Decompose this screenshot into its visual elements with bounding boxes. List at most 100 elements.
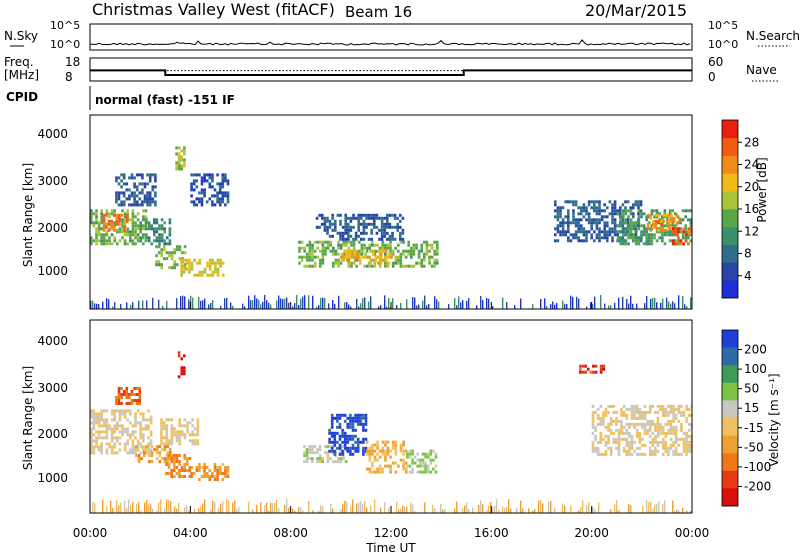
velCells-cell-r0	[90, 430, 93, 434]
velCells-cell-r7	[337, 460, 340, 464]
powerCells-cell-r8	[355, 249, 358, 253]
powerCells-cell-r7	[226, 179, 230, 183]
powerCells-cell-r11	[595, 224, 599, 228]
velCells-ground-scatter	[152, 508, 154, 513]
powerCells-cell-r13	[657, 219, 660, 223]
velCells-ground-scatter	[466, 502, 468, 513]
velCells-cell-r11	[661, 425, 665, 429]
powerCells-cell-r0	[134, 242, 137, 246]
powerCells-cell-r8	[373, 264, 377, 268]
powerCells-cell-r10	[385, 258, 388, 262]
powerCells-cell-r13	[667, 216, 671, 220]
velCells-ground-scatter	[614, 504, 616, 513]
velCells-cell-r10	[432, 467, 435, 471]
velCells-cell-r8	[341, 428, 344, 432]
velCells-cell-r7	[334, 460, 337, 464]
velCells-cell-r11	[622, 404, 626, 408]
velCells-cell-r0	[139, 430, 142, 434]
powerCells-cell-r9	[318, 225, 321, 229]
velCells-cell-r0	[90, 421, 93, 425]
velCells-cell-r0	[123, 409, 127, 413]
velCells-cell-r0	[90, 412, 93, 416]
velCells-cell-r1	[117, 396, 121, 399]
powerCells-cell-r14	[671, 242, 675, 246]
powerCells-cell-r2	[135, 188, 139, 192]
powerCells-cell-r2	[117, 197, 121, 201]
velCells-cell-r11	[667, 446, 670, 450]
powerCells-cell-r10	[366, 255, 370, 259]
powerCells-cell-r11	[621, 218, 625, 222]
velCells-cell-r8	[333, 437, 337, 441]
powerCells-cell-r13	[654, 213, 658, 217]
powerCells-cell-r12	[671, 233, 674, 237]
velCells-cell-r11	[591, 449, 595, 453]
velCells-cell-r1	[122, 393, 126, 396]
velCells-cell-r9	[386, 452, 390, 456]
velCells-cell-r9	[384, 440, 387, 444]
velCells-cell-r6	[162, 424, 166, 428]
velCells-cell-r11	[604, 443, 608, 447]
powerCells-cell-r10	[353, 249, 357, 253]
velCells-cell-r6	[186, 430, 189, 434]
powerCells-cell-r12	[642, 242, 646, 246]
powerCells-cell-r2	[146, 173, 149, 177]
velCells-cell-r0	[136, 448, 140, 452]
velCells-cell-r11	[685, 452, 688, 456]
powerCells-ground-scatter	[486, 297, 488, 309]
velCells-ground-scatter	[344, 500, 346, 513]
powerCells-cell-r11	[603, 224, 606, 228]
velCells-cell-r5	[216, 472, 219, 475]
powerCells-cell-r9	[370, 222, 373, 226]
velCells-cell-r11	[612, 404, 616, 408]
velCells-ground-scatter	[630, 505, 632, 513]
powerCells-cell-r11	[613, 233, 617, 237]
velCells-cell-r10	[426, 467, 430, 471]
powerCells-cell-r3	[155, 236, 159, 240]
velCells-cell-r9	[404, 467, 408, 471]
powerCells-cell-r7	[224, 176, 227, 180]
velCells-cell-r5	[224, 466, 227, 469]
powerCells-cell-r7	[213, 194, 217, 198]
velCells-cell-r11	[669, 425, 673, 429]
velCells-cell-r7	[303, 454, 306, 458]
powerCells-cell-r10	[390, 252, 393, 256]
velCells-cell-r11	[599, 452, 603, 456]
velCells-cell-r11	[630, 422, 634, 426]
powerCells-cell-r8	[436, 243, 439, 247]
velCells-ground-scatter	[320, 505, 322, 513]
velCells-cell-r0	[92, 415, 96, 419]
powerCells-cell-r10	[385, 255, 388, 259]
velCells-cell-r9	[391, 446, 395, 450]
nave-tick-bottom: 0	[708, 70, 716, 84]
velCells-cell-r11	[635, 416, 639, 420]
powerCells-cell-r9	[344, 219, 347, 223]
velCells-cell-r0	[142, 433, 145, 437]
powerCells-cell-r4	[178, 245, 182, 249]
powerCells-cell-r1	[115, 213, 119, 217]
powerCells-cell-r7	[221, 176, 225, 180]
velCells-cell-r2	[163, 457, 167, 461]
velCells-cell-r7	[342, 445, 345, 449]
powerCells-cell-r6	[211, 261, 215, 265]
velCells-cell-r11	[680, 410, 683, 414]
powerCells-ground-scatter	[332, 299, 334, 309]
powerCells-cell-r0	[134, 215, 137, 219]
velCells-cell-r11	[591, 443, 595, 447]
velCells-ground-scatter	[238, 506, 240, 513]
velCells-cell-r5	[211, 472, 214, 475]
velCells-cell-r10	[426, 452, 430, 456]
velCells-cell-r0	[147, 427, 150, 431]
powerCells-cell-r8	[337, 252, 340, 256]
velCells-cell-r8	[349, 452, 352, 456]
velCells-ground-scatter	[494, 505, 496, 513]
powerCells-cell-r12	[622, 233, 625, 237]
velCells-ground-scatter	[318, 510, 320, 513]
powerCells-cell-r8	[365, 246, 369, 250]
powerCells-cell-r12	[663, 242, 667, 246]
powerCells-cell-r0	[108, 239, 111, 243]
powerCells-cell-r0	[136, 233, 140, 237]
velCells-cell-r9	[394, 449, 398, 453]
velCells-ground-scatter	[678, 510, 680, 513]
velCells-ground-scatter	[276, 499, 278, 513]
powerCells-cell-r7	[198, 200, 201, 204]
